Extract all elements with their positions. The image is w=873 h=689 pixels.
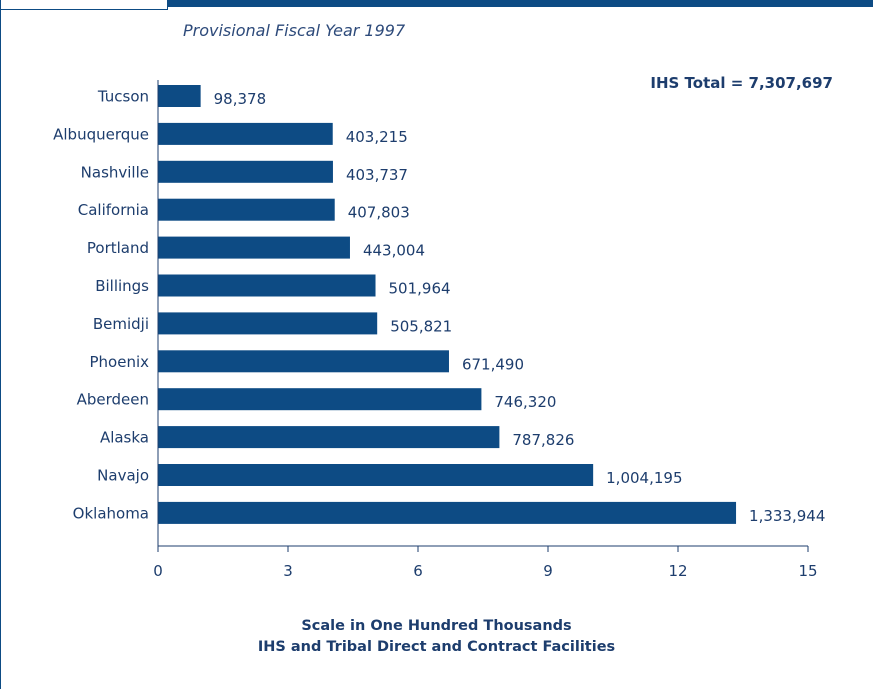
value-label: 1,004,195 [606,469,682,487]
ihs-total-label: IHS Total = 7,307,697 [650,74,833,92]
category-label: Nashville [81,163,149,181]
bar [158,160,333,183]
value-label: 407,803 [348,204,410,222]
value-label: 671,490 [462,355,524,373]
x-tick-label: 9 [543,562,553,580]
value-label: 98,378 [214,90,267,108]
category-label: Bemidji [93,315,149,333]
value-label: 1,333,944 [749,507,825,525]
category-label: Aberdeen [77,391,149,409]
value-label: 746,320 [494,393,556,411]
category-label: Oklahoma [73,504,149,522]
value-label: 787,826 [512,431,574,449]
category-label: Portland [87,239,149,257]
bar [158,236,350,259]
value-label: 501,964 [389,280,451,298]
bar [158,426,500,449]
chart-subtitle: Provisional Fiscal Year 1997 [183,21,406,40]
x-tick-label: 6 [413,562,423,580]
bar [158,350,449,373]
x-tick-label: 15 [798,562,817,580]
value-label: 443,004 [363,242,425,260]
category-label: Albuquerque [53,125,149,143]
bar [158,85,201,107]
bar [158,198,335,221]
category-label: Phoenix [89,353,149,371]
bar [158,274,376,297]
bar [158,501,737,524]
bar [158,122,333,145]
bar [158,312,378,335]
x-tick-label: 0 [153,562,163,580]
x-tick-label: 12 [668,562,687,580]
header-rule [0,0,873,7]
bar [158,464,594,486]
bar [158,388,482,411]
category-label: Billings [95,277,149,295]
category-label: Navajo [97,467,149,485]
category-label: Tucson [97,88,149,106]
value-label: 403,737 [346,166,408,184]
category-label: Alaska [100,429,149,447]
left-border [0,0,1,689]
value-label: 403,215 [346,128,408,146]
value-label: 505,821 [390,317,452,335]
x-axis-title: Scale in One Hundred Thousands [301,618,572,634]
category-label: California [78,201,149,219]
x-tick-label: 3 [283,562,293,580]
x-axis-subtitle: IHS and Tribal Direct and Contract Facil… [257,639,616,655]
